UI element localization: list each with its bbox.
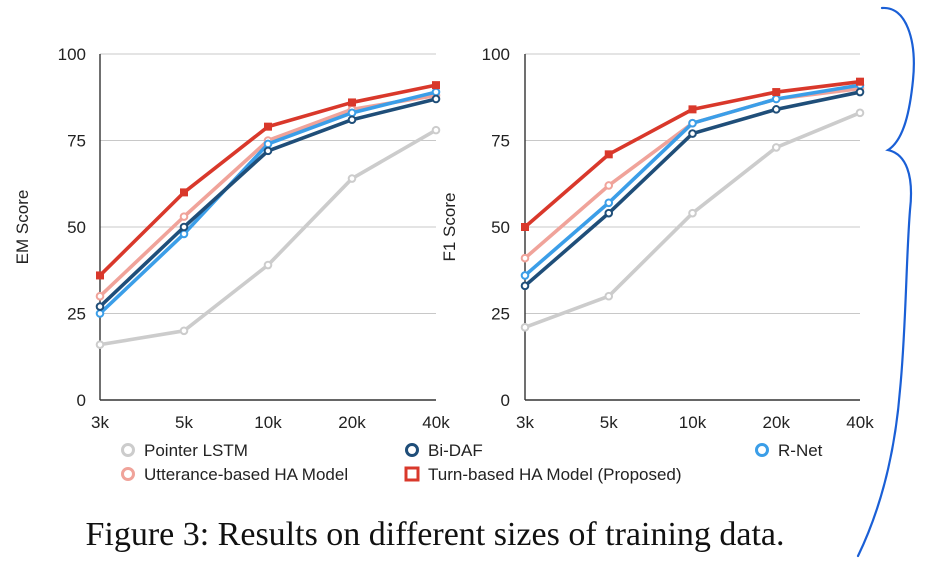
figure-caption: Figure 3: Results on different sizes of …	[85, 516, 785, 553]
legend-marker-turn-based-ha-model-proposed	[404, 466, 420, 482]
data-point-pointer-lstm	[771, 143, 781, 152]
data-point-r-net	[520, 271, 530, 280]
legend-marker-r-net	[755, 443, 769, 457]
data-point-bi-daf	[263, 146, 273, 156]
x-tick-label: 20k	[763, 413, 791, 432]
data-point-r-net	[95, 309, 105, 318]
data-point-bi-daf	[95, 302, 105, 311]
data-point-r-net	[771, 94, 781, 104]
data-point-pointer-lstm	[431, 125, 441, 135]
data-point-bi-daf	[771, 105, 781, 114]
data-point-bi-daf	[431, 94, 441, 104]
y-tick-label: 25	[67, 305, 86, 324]
data-point-utterance-based-ha-model	[604, 181, 614, 190]
y-tick-label: 50	[67, 218, 86, 237]
data-point-pointer-lstm	[263, 260, 273, 270]
data-point-bi-daf	[520, 281, 530, 291]
legend: Pointer LSTM Bi-DAF R-Net Utterance-based H…	[121, 441, 823, 484]
x-tick-label: 5k	[600, 413, 618, 432]
y-tick-label: 75	[67, 132, 86, 151]
data-point-turn-based-ha-model-proposed	[180, 188, 188, 197]
data-point-pointer-lstm	[347, 174, 357, 183]
curly-brace-annotation	[856, 6, 915, 558]
data-point-pointer-lstm	[604, 291, 614, 301]
data-point-turn-based-ha-model-proposed	[604, 150, 613, 159]
legend-marker-bi-daf	[405, 443, 419, 457]
legend-label-utterance-based-ha-model: Utterance-based HA Model	[144, 465, 348, 484]
data-point-pointer-lstm	[520, 323, 530, 332]
data-point-utterance-based-ha-model	[179, 212, 189, 221]
legend-marker-utterance-based-ha-model	[121, 467, 135, 481]
data-point-bi-daf	[688, 129, 697, 138]
data-point-r-net	[604, 198, 614, 208]
data-point-bi-daf	[855, 87, 865, 97]
x-tick-label: 40k	[846, 413, 874, 432]
data-point-bi-daf	[347, 115, 357, 125]
data-point-turn-based-ha-model-proposed	[772, 88, 781, 97]
em-score-chart: 0 25 50 75 100 3k 5k 10k 20k 40k EM Score	[13, 45, 450, 432]
y-tick-label: 0	[501, 391, 510, 410]
f1-score-chart: 0 25 50 75 100 3k 5k 10k 20k 40k F1 Score	[440, 45, 874, 432]
data-point-pointer-lstm	[688, 208, 697, 218]
data-point-pointer-lstm	[95, 340, 105, 349]
y-tick-label: 25	[491, 305, 510, 324]
y-tick-label: 100	[482, 45, 510, 64]
data-point-turn-based-ha-model-proposed	[688, 105, 697, 114]
legend-label-r-net: R-Net	[778, 441, 823, 460]
y-tick-label: 50	[491, 218, 510, 237]
data-point-turn-based-ha-model-proposed	[264, 122, 272, 131]
legend-label-bi-daf: Bi-DAF	[428, 441, 483, 460]
x-tick-label: 40k	[422, 413, 450, 432]
data-point-utterance-based-ha-model	[520, 253, 530, 263]
legend-label-pointer-lstm: Pointer LSTM	[144, 441, 248, 460]
x-tick-label: 3k	[91, 413, 109, 432]
x-tick-label: 10k	[679, 413, 707, 432]
data-point-turn-based-ha-model-proposed	[521, 223, 529, 231]
x-tick-label: 5k	[175, 413, 193, 432]
data-point-r-net	[688, 118, 697, 128]
x-tick-label: 10k	[254, 413, 282, 432]
data-point-r-net	[431, 87, 441, 97]
x-tick-label: 3k	[516, 413, 534, 432]
y-tick-label: 100	[58, 45, 86, 64]
y-axis-label: EM Score	[13, 190, 32, 265]
legend-marker-pointer-lstm	[121, 443, 135, 457]
series-line-pointer-lstm	[523, 111, 862, 330]
data-point-bi-daf	[179, 222, 189, 232]
data-point-r-net	[347, 108, 357, 118]
y-tick-label: 75	[491, 132, 510, 151]
series-line-pointer-lstm	[98, 128, 438, 347]
data-point-turn-based-ha-model-proposed	[348, 98, 356, 107]
data-point-pointer-lstm	[855, 108, 865, 118]
data-point-turn-based-ha-model-proposed	[432, 81, 440, 90]
y-axis-label: F1 Score	[440, 193, 459, 262]
legend-label-turn-based-ha-model-proposed: Turn-based HA Model (Proposed)	[428, 465, 682, 484]
y-tick-label: 0	[77, 391, 86, 410]
data-point-turn-based-ha-model-proposed	[96, 271, 104, 280]
data-point-turn-based-ha-model-proposed	[856, 77, 864, 86]
series-line-r-net	[523, 83, 862, 278]
data-point-pointer-lstm	[179, 326, 189, 336]
data-point-r-net	[263, 139, 273, 149]
data-point-bi-daf	[604, 208, 614, 218]
data-point-utterance-based-ha-model	[95, 291, 105, 301]
x-tick-label: 20k	[338, 413, 366, 432]
